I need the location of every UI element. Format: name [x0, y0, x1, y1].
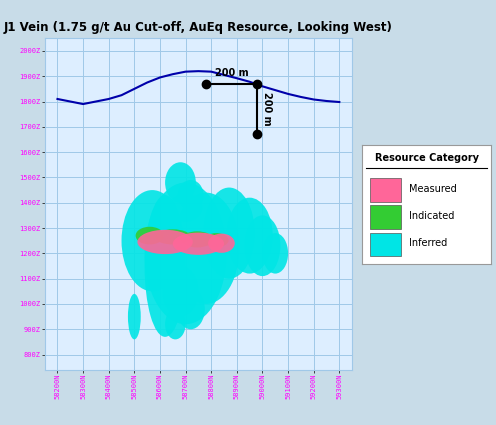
Ellipse shape: [208, 234, 235, 253]
FancyBboxPatch shape: [370, 205, 401, 229]
Ellipse shape: [177, 289, 205, 329]
Ellipse shape: [227, 198, 273, 274]
Ellipse shape: [262, 233, 288, 274]
Ellipse shape: [122, 190, 183, 291]
Text: Indicated: Indicated: [409, 211, 454, 221]
Ellipse shape: [128, 294, 141, 340]
Ellipse shape: [204, 233, 229, 247]
Ellipse shape: [173, 232, 224, 255]
Text: Inferred: Inferred: [409, 238, 447, 248]
Ellipse shape: [173, 193, 240, 304]
Ellipse shape: [203, 187, 255, 279]
Ellipse shape: [165, 162, 196, 203]
Text: 200 m: 200 m: [215, 68, 248, 78]
Ellipse shape: [165, 309, 186, 340]
Ellipse shape: [178, 180, 203, 210]
Ellipse shape: [155, 230, 190, 244]
Ellipse shape: [144, 182, 227, 324]
Text: 200 m: 200 m: [262, 92, 272, 126]
Ellipse shape: [144, 195, 186, 337]
Title: J1 Vein (1.75 g/t Au Cut-off, AuEq Resource, Looking West): J1 Vein (1.75 g/t Au Cut-off, AuEq Resou…: [4, 21, 393, 34]
Ellipse shape: [163, 266, 198, 317]
Ellipse shape: [137, 230, 193, 254]
Ellipse shape: [169, 194, 202, 222]
Ellipse shape: [245, 215, 280, 276]
Text: Resource Category: Resource Category: [374, 153, 479, 163]
Ellipse shape: [181, 231, 213, 247]
FancyBboxPatch shape: [370, 178, 401, 201]
Ellipse shape: [135, 227, 164, 244]
Text: Measured: Measured: [409, 184, 456, 193]
FancyBboxPatch shape: [370, 232, 401, 256]
